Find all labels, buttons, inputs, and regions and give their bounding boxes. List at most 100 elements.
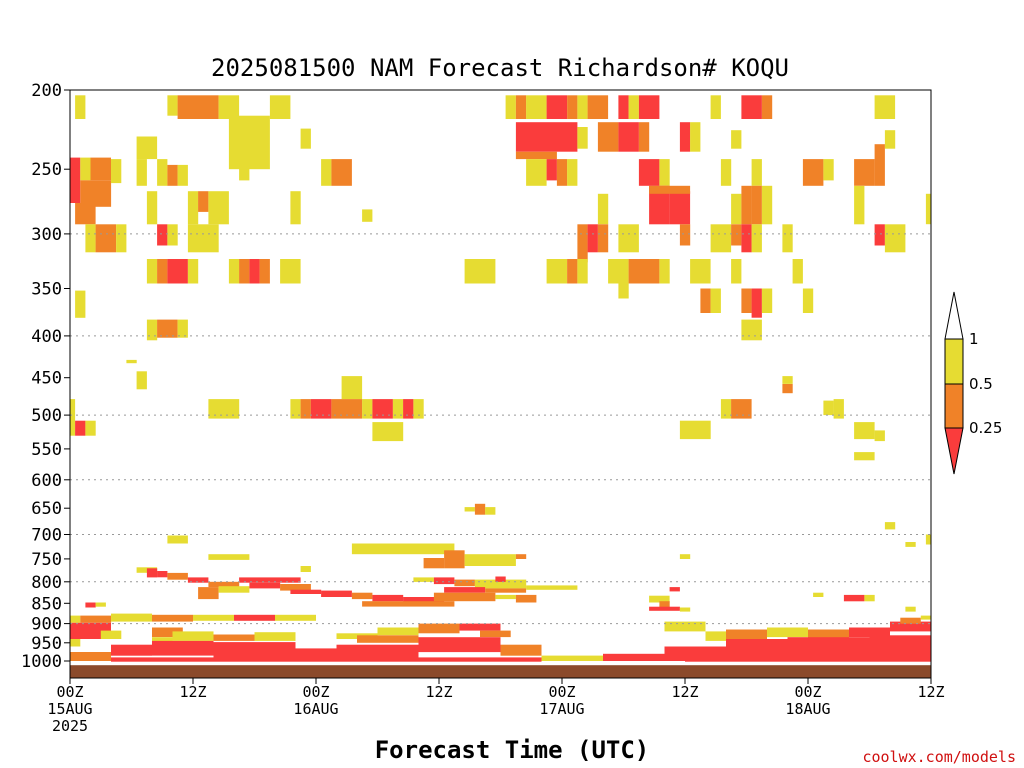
plot-frame [69, 89, 932, 679]
heatmap-cell [679, 420, 711, 440]
heatmap-cell [802, 288, 814, 313]
heatmap-cell [874, 430, 885, 442]
y-tick-label: 1000 [21, 652, 62, 672]
heatmap-cell [372, 399, 393, 419]
x-axis-label: Forecast Time (UTC) [375, 736, 650, 764]
y-tick-label: 700 [31, 526, 62, 546]
x-tick-label: 00Z [302, 683, 329, 701]
heatmap-cell [546, 95, 568, 119]
heatmap-cell [618, 283, 629, 299]
heatmap-cell [515, 95, 527, 119]
y-tick-label: 950 [31, 634, 62, 654]
heatmap-cell [649, 606, 680, 611]
legend-low-arrow [944, 427, 964, 475]
heatmap-cell [70, 639, 81, 647]
heatmap-cell [75, 290, 86, 318]
heatmap-cell [321, 590, 352, 597]
heatmap-cell [85, 420, 96, 436]
heatmap-cell [731, 224, 742, 246]
heatmap-cell [464, 554, 516, 566]
heatmap-cell [111, 159, 122, 184]
heatmap-cell [152, 627, 183, 638]
x-tick-label: 15AUG [47, 700, 92, 718]
heatmap-cell [597, 224, 609, 253]
x-tick-label: 00Z [548, 683, 575, 701]
heatmap-cell [485, 588, 527, 593]
heatmap-cell [782, 224, 793, 253]
heatmap-cell [679, 607, 691, 612]
heatmap-cell [208, 191, 229, 225]
heatmap-cell [603, 653, 665, 661]
heatmap-cell [372, 594, 404, 602]
y-tick-label: 600 [31, 471, 62, 491]
y-tick-label: 550 [31, 440, 62, 460]
heatmap-cell [920, 615, 932, 620]
heatmap-cell [157, 259, 168, 284]
heatmap-cell [751, 185, 762, 225]
heatmap-cell [741, 95, 762, 119]
heatmap-cell [177, 319, 188, 338]
heatmap-cell [710, 224, 732, 253]
heatmap-cell [157, 319, 178, 338]
colorbar-legend: 1 0.5 0.25 [944, 291, 1002, 475]
heatmap-cell [80, 615, 112, 623]
heatmap-cell [480, 630, 511, 638]
heatmap-cell [85, 224, 96, 253]
heatmap-cell [111, 644, 152, 656]
heatmap-cell [464, 259, 496, 284]
heatmap-cell [761, 95, 773, 119]
heatmap-cell [782, 384, 793, 394]
heatmap-cell [900, 617, 921, 624]
heatmap-cell [70, 615, 81, 623]
heatmap-cell [126, 359, 137, 364]
heatmap-cell [336, 644, 419, 660]
heatmap-cell [664, 646, 726, 661]
heatmap-cell [351, 592, 373, 600]
heatmap-cell [423, 558, 445, 569]
heatmap-cell [628, 95, 639, 119]
heatmap-cell [187, 224, 219, 253]
heatmap-cell [362, 601, 455, 607]
heatmap-cell [392, 399, 404, 419]
heatmap-cell [80, 180, 112, 207]
heatmap-cell [218, 586, 250, 593]
heatmap-cell [823, 400, 834, 416]
heatmap-cell [418, 637, 501, 653]
heatmap-cell [198, 587, 219, 600]
heatmap-cell [567, 159, 578, 186]
heatmap-cell [731, 193, 742, 225]
heatmap-cell [187, 191, 199, 225]
x-tick-label: 12Z [425, 683, 452, 701]
ground-surface [70, 665, 931, 678]
heatmap-cell [80, 157, 91, 181]
heatmap-cell [372, 422, 404, 442]
heatmap-cell [403, 399, 414, 419]
heatmap-cell [541, 655, 603, 661]
heatmap-cell [177, 95, 219, 119]
y-tick-label: 750 [31, 550, 62, 570]
heatmap-cell [418, 623, 460, 634]
heatmap-cell [577, 224, 588, 263]
heatmap-cell [75, 95, 86, 119]
heatmap-cell [249, 259, 260, 284]
heatmap-cell [259, 259, 270, 284]
heatmap-cell [726, 629, 767, 641]
heatmap-cell [526, 95, 547, 119]
heatmap-cell [208, 554, 250, 560]
heatmap-cell [228, 259, 240, 284]
heatmap-cell [761, 185, 773, 225]
heatmap-cell [474, 503, 486, 515]
heatmap-cell [751, 224, 762, 253]
heatmap-cell [157, 159, 168, 186]
heatmap-cell [905, 542, 916, 547]
heatmap-cell [705, 631, 726, 641]
heatmap-cell [167, 572, 188, 580]
heatmap-cell [172, 631, 214, 641]
x-tick-label: 18AUG [785, 700, 830, 718]
heatmap-cell [787, 637, 870, 658]
heatmap-cell [167, 259, 188, 284]
heatmap-cell [659, 601, 670, 608]
x-tick-label: 12Z [671, 683, 698, 701]
heatmap-cell [854, 452, 875, 461]
heatmap-cell [300, 128, 311, 149]
